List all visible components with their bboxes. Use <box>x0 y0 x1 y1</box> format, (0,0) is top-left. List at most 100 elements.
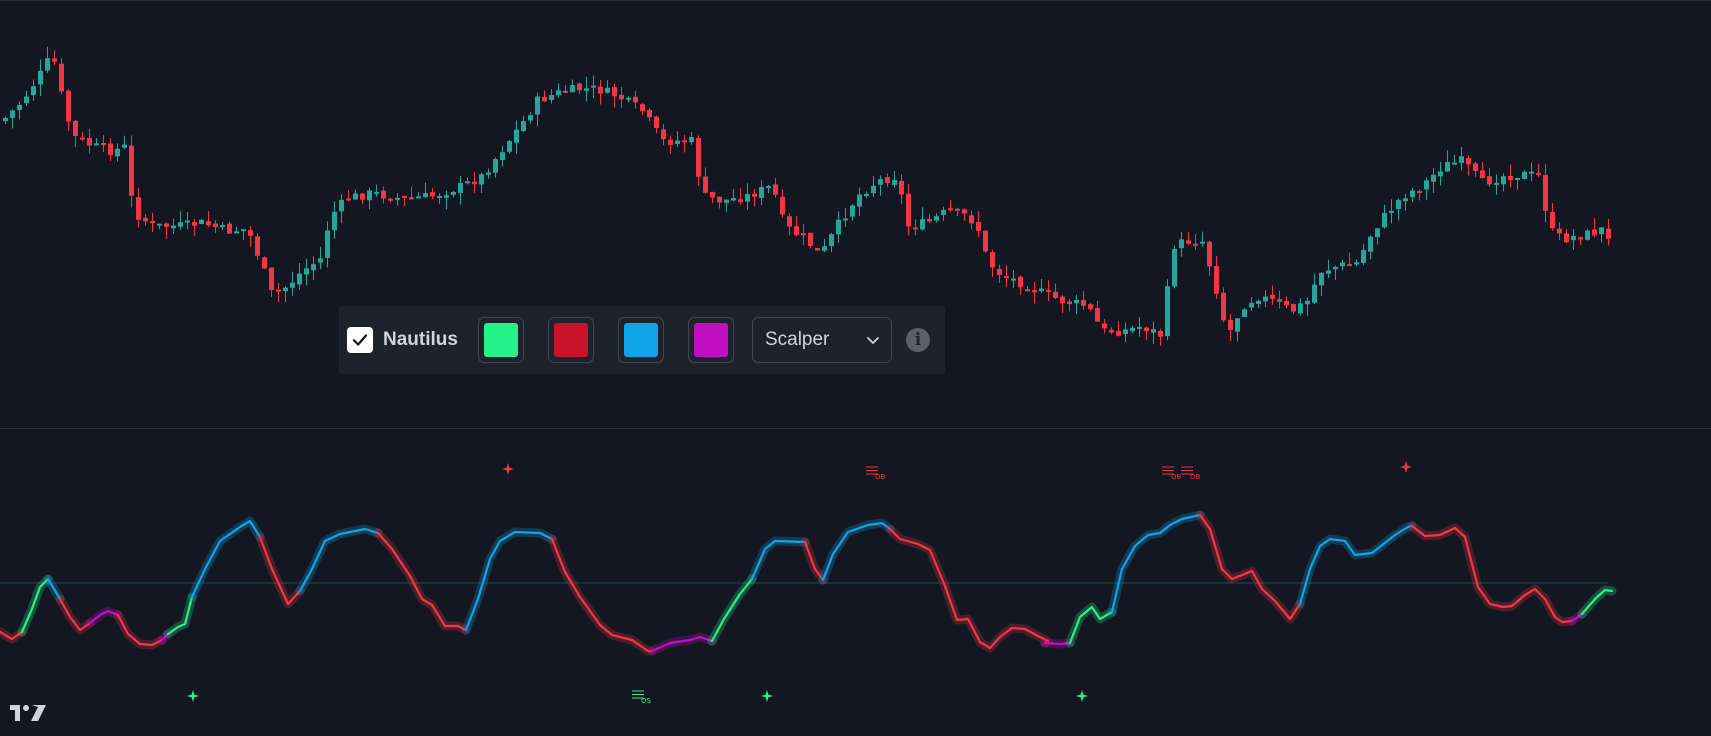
candle <box>1137 317 1142 337</box>
up-trend-color-button[interactable] <box>617 317 664 363</box>
candle <box>829 233 834 253</box>
candle <box>647 108 652 122</box>
oscillator-line-bull <box>1580 588 1614 616</box>
down-trend-color-button[interactable] <box>687 317 734 363</box>
tradingview-logo-icon[interactable] <box>10 703 46 723</box>
candle <box>1270 285 1275 305</box>
oscillator-glow <box>255 532 305 609</box>
oscillator-line-up <box>821 521 892 582</box>
oscillator-line-bear <box>803 540 825 582</box>
candle <box>1424 177 1429 200</box>
bear-color-swatch <box>553 323 588 357</box>
candle <box>472 172 477 193</box>
candle <box>45 46 50 73</box>
candle <box>1214 256 1219 299</box>
candle <box>990 249 995 277</box>
candle <box>955 207 960 217</box>
check-icon <box>352 334 368 346</box>
candle <box>1522 170 1527 180</box>
candle <box>360 193 365 205</box>
candle <box>1543 164 1548 223</box>
candle <box>66 88 71 131</box>
price-pane[interactable]: Nautilus Scalper i <box>0 0 1711 428</box>
candle <box>1025 286 1030 292</box>
candle <box>24 90 29 107</box>
candle <box>1319 272 1324 296</box>
overbought-marker: OB <box>866 466 886 481</box>
indicator-visibility-checkbox[interactable] <box>347 327 373 353</box>
candle <box>1368 235 1373 260</box>
oscillator-line-up <box>190 519 262 599</box>
oscillator-line-up <box>1298 524 1414 606</box>
candle <box>871 176 876 198</box>
candle <box>38 59 43 97</box>
candle <box>1242 307 1247 318</box>
candle <box>395 193 400 206</box>
candle <box>143 213 148 226</box>
oscillator-line-bear <box>550 537 654 653</box>
oscillator-pane[interactable]: OB OB OB OS <box>0 429 1711 736</box>
candle <box>227 221 232 234</box>
info-icon[interactable]: i <box>905 328 930 352</box>
candle <box>1284 296 1289 309</box>
candle <box>101 134 106 152</box>
candle <box>290 271 295 296</box>
bear-color-button[interactable] <box>547 317 594 363</box>
overbought-marker: OB <box>1162 466 1182 481</box>
candle <box>451 190 456 198</box>
oscillator-glow <box>547 534 657 656</box>
candle <box>934 213 939 223</box>
candle <box>136 188 141 228</box>
candle <box>1144 326 1149 340</box>
candle <box>52 50 57 66</box>
candle <box>703 167 708 194</box>
candle <box>493 157 498 178</box>
oscillator-glow <box>1295 521 1417 609</box>
candle <box>605 80 610 94</box>
candle <box>1487 168 1492 187</box>
bull-color-button[interactable] <box>477 317 524 363</box>
candle <box>1039 278 1044 293</box>
candle <box>976 211 981 238</box>
candle <box>1172 245 1177 289</box>
oscillator-line-bull <box>710 577 754 643</box>
buy-star-icon <box>1076 690 1088 702</box>
oscillator-line-down <box>1043 641 1072 646</box>
candle <box>458 175 463 205</box>
candle <box>549 89 554 104</box>
candle <box>1298 298 1303 316</box>
candle <box>1389 199 1394 224</box>
candle <box>1165 279 1170 341</box>
candle <box>528 112 533 124</box>
svg-text:OB: OB <box>875 473 886 481</box>
candle <box>633 90 638 109</box>
overbought-marker: OB <box>1181 466 1201 481</box>
svg-text:OB: OB <box>1190 473 1201 481</box>
mode-select[interactable]: Scalper <box>751 317 892 363</box>
candle <box>1200 231 1205 247</box>
candle <box>836 211 841 243</box>
candle <box>591 75 596 99</box>
candle <box>192 219 197 236</box>
candle <box>73 119 78 148</box>
candle <box>1333 265 1338 280</box>
candle <box>1053 283 1058 300</box>
candle <box>115 143 120 162</box>
candle <box>80 131 85 142</box>
candle <box>717 196 722 209</box>
candle <box>1228 314 1233 342</box>
indicator-name-label: Nautilus <box>383 329 458 350</box>
candle <box>94 137 99 146</box>
candle <box>1004 265 1009 287</box>
candlestick-chart <box>3 46 1611 346</box>
candle <box>1074 294 1079 315</box>
oscillator-line-up <box>1110 513 1202 614</box>
candle <box>815 247 820 251</box>
candle <box>1305 297 1310 317</box>
oscillator-line-bear <box>58 597 92 632</box>
candle <box>759 180 764 206</box>
candle <box>17 101 22 120</box>
candle <box>535 92 540 127</box>
candle <box>1557 222 1562 241</box>
pane-divider[interactable] <box>0 428 1711 429</box>
